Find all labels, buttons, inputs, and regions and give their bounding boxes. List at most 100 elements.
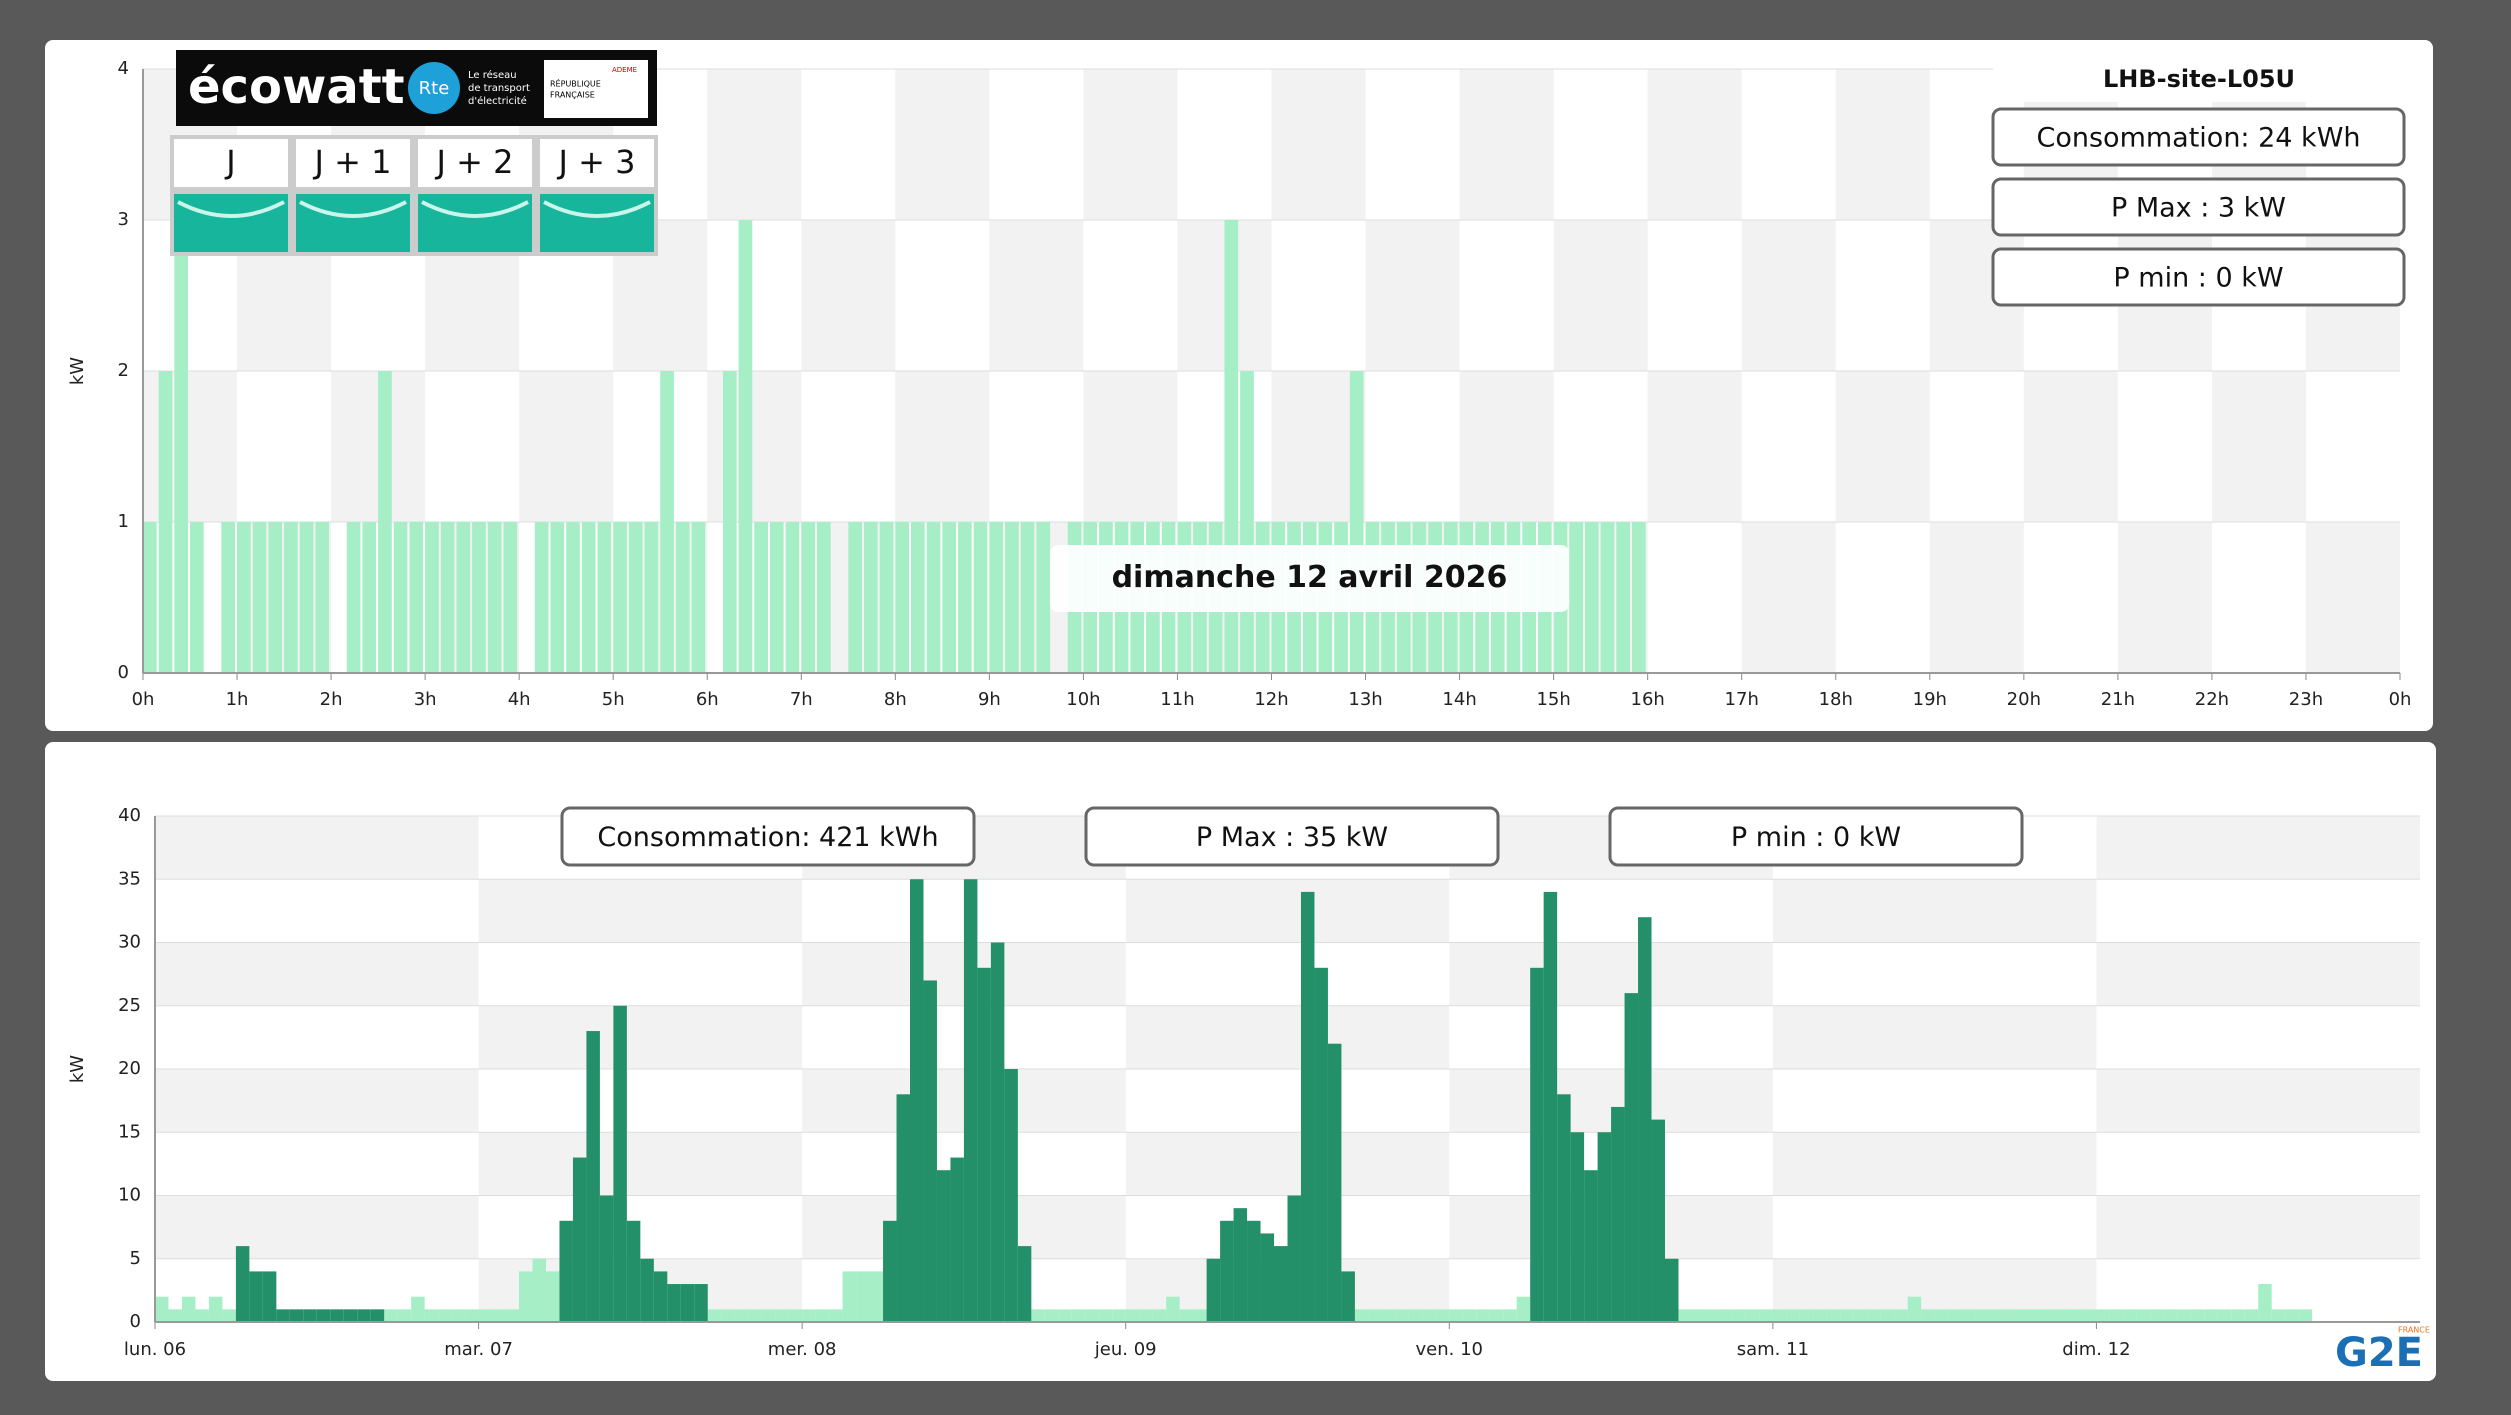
bar — [472, 522, 486, 673]
bar — [1570, 1132, 1585, 1322]
bar — [1206, 1258, 1221, 1322]
day-signal — [414, 190, 536, 256]
title-bg — [1993, 62, 2404, 102]
bar — [977, 967, 991, 1322]
bar — [222, 1309, 236, 1322]
bar — [289, 1309, 304, 1322]
bar — [1569, 522, 1583, 673]
x-tick-label: 21h — [2101, 689, 2135, 710]
bar — [1921, 1309, 1935, 1322]
y-tick-label: 30 — [118, 932, 141, 953]
bar — [2015, 1309, 2030, 1322]
bar — [1287, 1195, 1301, 1322]
rte-caption: Le réseau — [468, 69, 517, 81]
bar — [1152, 1309, 1167, 1322]
day-wave — [421, 200, 529, 218]
bar — [249, 1271, 263, 1322]
bar — [2055, 1309, 2070, 1322]
bar — [2217, 1309, 2232, 1322]
bar — [942, 522, 957, 673]
bar — [208, 1296, 223, 1322]
bar — [1300, 891, 1315, 1322]
bar — [545, 1271, 560, 1322]
bar — [1853, 1309, 1868, 1322]
bar — [816, 522, 831, 673]
plot-cell — [155, 1132, 479, 1196]
ademe-text: ADEME — [612, 66, 637, 74]
bar — [1314, 967, 1328, 1322]
x-tick-label: 12h — [1254, 689, 1288, 710]
plot-cell — [989, 371, 1084, 522]
plot-cell — [1449, 879, 1773, 943]
bar — [2096, 1309, 2110, 1322]
bar — [1894, 1309, 1908, 1322]
bar — [644, 522, 659, 673]
bar — [2150, 1309, 2164, 1322]
bar — [923, 980, 937, 1322]
y-tick-label: 10 — [118, 1185, 141, 1206]
plot-cell — [613, 371, 708, 522]
bar — [801, 522, 815, 673]
bar — [2136, 1309, 2151, 1322]
bar — [1233, 1208, 1248, 1322]
x-tick-label: 5h — [602, 689, 625, 710]
x-tick-label: 17h — [1725, 689, 1759, 710]
bar — [1948, 1309, 1962, 1322]
bar — [378, 371, 392, 673]
bar — [1867, 1309, 1881, 1322]
day-label: J + 2 — [435, 143, 514, 181]
bar — [1799, 1309, 1814, 1322]
x-tick-label: 0h — [132, 689, 155, 710]
bar — [883, 1220, 897, 1322]
bar — [252, 522, 267, 673]
plot-cell — [1772, 1195, 2097, 1259]
bar — [1247, 1220, 1261, 1322]
day-signal — [170, 190, 292, 256]
bar — [2244, 1309, 2259, 1322]
x-tick-label: 1h — [226, 689, 249, 710]
plot-cell — [425, 371, 520, 522]
day-label: J — [224, 143, 235, 181]
bar — [2231, 1309, 2245, 1322]
bar — [721, 1309, 735, 1322]
bar — [2190, 1309, 2205, 1322]
bar — [599, 1195, 614, 1322]
plot-cell — [1177, 69, 1272, 220]
plot-cell — [155, 1005, 479, 1069]
gov-logo — [544, 60, 648, 118]
bar — [1274, 1246, 1288, 1322]
plot-cell — [478, 1069, 803, 1133]
y-tick-label: 0 — [130, 1311, 141, 1332]
bar — [1004, 1069, 1018, 1322]
bar — [869, 1271, 884, 1322]
x-tick-label: 22h — [2195, 689, 2229, 710]
plot-cell — [989, 69, 1084, 220]
bar — [1422, 1309, 1436, 1322]
bar — [1031, 1309, 1045, 1322]
bar — [748, 1309, 762, 1322]
bar — [411, 1296, 425, 1322]
bar — [299, 522, 314, 673]
x-tick-label: mer. 08 — [768, 1339, 837, 1360]
x-tick-label: 4h — [508, 689, 531, 710]
plot-cell — [2117, 371, 2212, 522]
bar — [1240, 371, 1254, 673]
bar — [456, 522, 471, 673]
bar — [559, 1220, 573, 1322]
x-tick-label: 8h — [884, 689, 907, 710]
bar — [754, 522, 768, 673]
stat-label: P Max : 35 kW — [1196, 822, 1388, 853]
plot-cell — [895, 220, 990, 371]
bar — [842, 1271, 857, 1322]
bar — [734, 1309, 749, 1322]
x-tick-label: 10h — [1066, 689, 1100, 710]
x-tick-label: 2h — [320, 689, 343, 710]
bar — [1462, 1309, 1477, 1322]
plot-cell — [801, 69, 896, 220]
plot-cell — [1835, 220, 1930, 371]
bar — [181, 1296, 196, 1322]
charts: 0 1 2 3 4 0h 1h 2h 3h 4h 5h 6h 7h 8h 9h 10h 11h 12h 13h 14h… — [67, 58, 2420, 1360]
plot-cell — [2023, 522, 2118, 673]
y-axis-label: kW — [67, 1055, 88, 1083]
bar — [1005, 522, 1019, 673]
